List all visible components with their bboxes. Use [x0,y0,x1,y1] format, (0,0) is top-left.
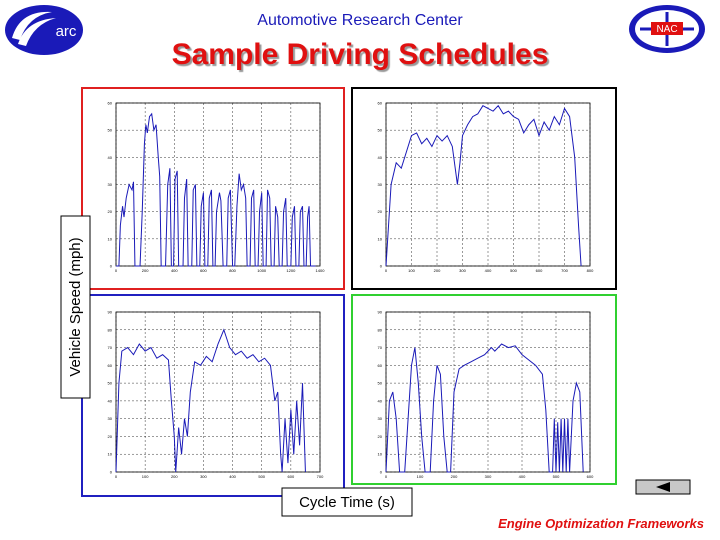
subtitle: Automotive Research Center [257,12,463,29]
button-arrow[interactable] [656,482,670,492]
logo-text: NAC [656,24,677,35]
x-tick-label: 200 [434,268,441,273]
speed-line [116,112,316,267]
x-tick-label: 400 [171,268,178,273]
y-tick-label: 10 [108,452,113,457]
y-tick-label: 60 [378,101,383,106]
x-tick-label: 600 [536,268,543,273]
x-tick-label: 1000 [257,268,267,273]
x-tick-label: 300 [459,268,466,273]
logo-swoosh [12,11,52,40]
y-tick-label: 40 [108,398,113,403]
y-tick-label: 40 [108,155,113,160]
title: Sample Driving Schedules [171,38,549,71]
y-tick-label: 70 [108,345,113,350]
y-tick-label: 80 [108,327,113,332]
speed-line [115,328,306,473]
nac-logo: NAC [629,5,705,53]
x-tick-label: 1200 [286,268,296,273]
y-tick-label: 0 [110,470,113,475]
x-tick-label: 300 [200,474,207,479]
x-tick-label: 100 [417,474,424,479]
x-tick-label: 600 [200,268,207,273]
x-tick-label: 100 [142,474,149,479]
y-tick-label: 60 [108,363,113,368]
x-label-box [281,487,413,517]
y-tick-label: 20 [108,434,113,439]
x-tick-label: 100 [408,268,415,273]
x-tick-label: 500 [258,474,265,479]
y-axis-label: Vehicle Speed (mph) [67,237,84,376]
y-tick-label: 40 [378,155,383,160]
chart: 0 100 200 300 400 500 600 700 800 0 10 20 30 40 50 60 [351,87,617,290]
y-tick-label: 90 [108,310,113,315]
x-tick-label: 500 [553,474,560,479]
x-tick-label: 700 [317,474,324,479]
x-tick-label: 800 [587,268,594,273]
x-tick-label: 700 [561,268,568,273]
logo-text: arc [56,23,77,40]
y-tick-label: 0 [110,264,113,269]
y-tick-label: 10 [108,236,113,241]
speed-line [385,343,584,473]
y-tick-label: 50 [378,128,383,133]
y-tick-label: 10 [378,452,383,457]
y-tick-label: 30 [108,182,113,187]
x-tick-label: 500 [510,268,517,273]
y-label-box [60,215,91,399]
speed-line [385,104,582,267]
x-tick-label: 200 [451,474,458,479]
x-tick-label: 400 [519,474,526,479]
y-tick-label: 10 [378,236,383,241]
y-tick-label: 60 [108,101,113,106]
x-tick-label: 200 [171,474,178,479]
y-tick-label: 50 [108,128,113,133]
y-tick-label: 30 [378,416,383,421]
y-tick-label: 0 [380,470,383,475]
chart: 0 100 200 300 400 500 600 700 0 10 20 30 40 50 60 70 80 9… [81,294,345,497]
y-tick-label: 20 [378,434,383,439]
y-tick-label: 40 [378,398,383,403]
chart: 0 100 200 300 400 500 600 0 10 20 30 40 50 60 70 80 90 [351,294,617,485]
plot-area [115,311,321,473]
x-tick-label: 1400 [316,268,326,273]
y-tick-label: 80 [378,327,383,332]
y-tick-label: 60 [378,363,383,368]
back-button[interactable] [635,479,691,495]
x-tick-label: 600 [587,474,594,479]
x-tick-label: 400 [229,474,236,479]
x-tick-label: 800 [229,268,236,273]
logo-swoosh [18,18,56,46]
y-tick-label: 50 [378,381,383,386]
x-tick-label: 200 [142,268,149,273]
arc-logo: arc [5,5,83,55]
y-tick-label: 90 [378,310,383,315]
x-tick-label: 0 [115,474,118,479]
footer: Engine Optimization Frameworks [498,516,704,531]
logo-badge [651,22,683,35]
x-tick-label: 400 [485,268,492,273]
y-tick-label: 20 [378,209,383,214]
chart: 0 200 400 600 800 1000 1200 1400 0 10 20 30 40 50 60 [81,87,345,290]
y-tick-label: 30 [108,416,113,421]
y-tick-label: 0 [380,264,383,269]
x-tick-label: 600 [288,474,295,479]
x-axis-label: Cycle Time (s) [299,494,395,511]
x-tick-label: 0 [115,268,118,273]
y-tick-label: 30 [378,182,383,187]
y-tick-label: 50 [108,381,113,386]
y-tick-label: 70 [378,345,383,350]
x-tick-label: 0 [385,474,388,479]
x-tick-label: 0 [385,268,388,273]
x-tick-label: 300 [485,474,492,479]
y-tick-label: 20 [108,209,113,214]
